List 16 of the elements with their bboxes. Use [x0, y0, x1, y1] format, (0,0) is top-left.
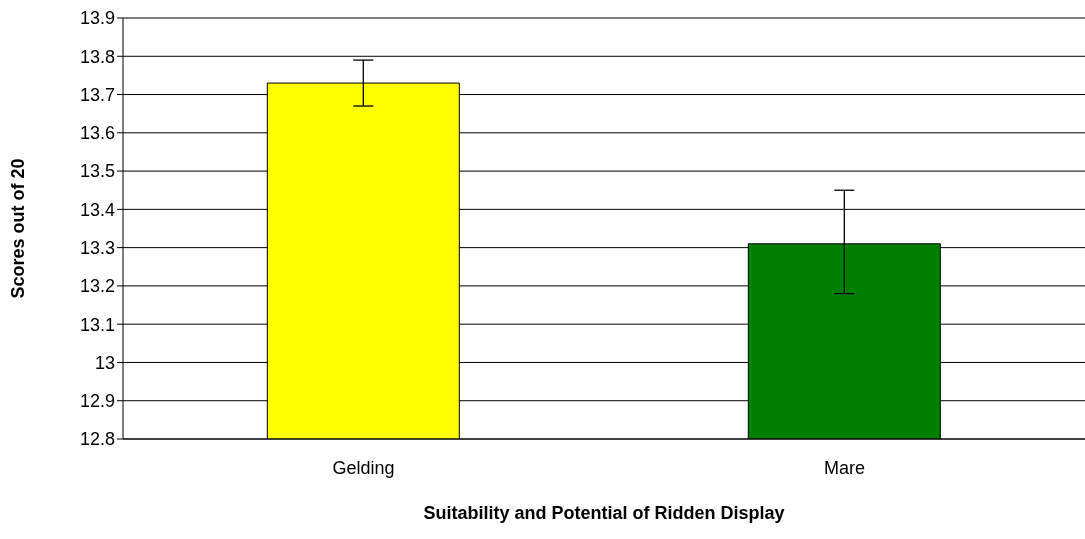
y-tick-label: 12.8: [79, 429, 115, 450]
x-tick-label: Gelding: [332, 457, 395, 478]
y-tick-label: 12.9: [79, 391, 115, 412]
y-tick-label: 13.6: [79, 123, 115, 144]
x-tick-label: Mare: [823, 457, 866, 478]
y-axis-title: Scores out of 20: [8, 158, 29, 299]
x-axis-title: Suitability and Potential of Ridden Display: [423, 503, 785, 523]
y-tick-label: 13: [94, 352, 115, 373]
y-tick-label: 13.9: [79, 8, 115, 29]
y-tick-label: 13.2: [79, 276, 115, 297]
y-tick-label: 13.7: [79, 84, 115, 105]
y-tick-label: 13.4: [79, 199, 115, 220]
y-tick-label: 13.3: [79, 238, 115, 259]
y-tick-label: 13.8: [79, 46, 115, 67]
y-tick-label: 13.1: [79, 314, 115, 335]
y-tick-label: 13.5: [79, 161, 115, 182]
